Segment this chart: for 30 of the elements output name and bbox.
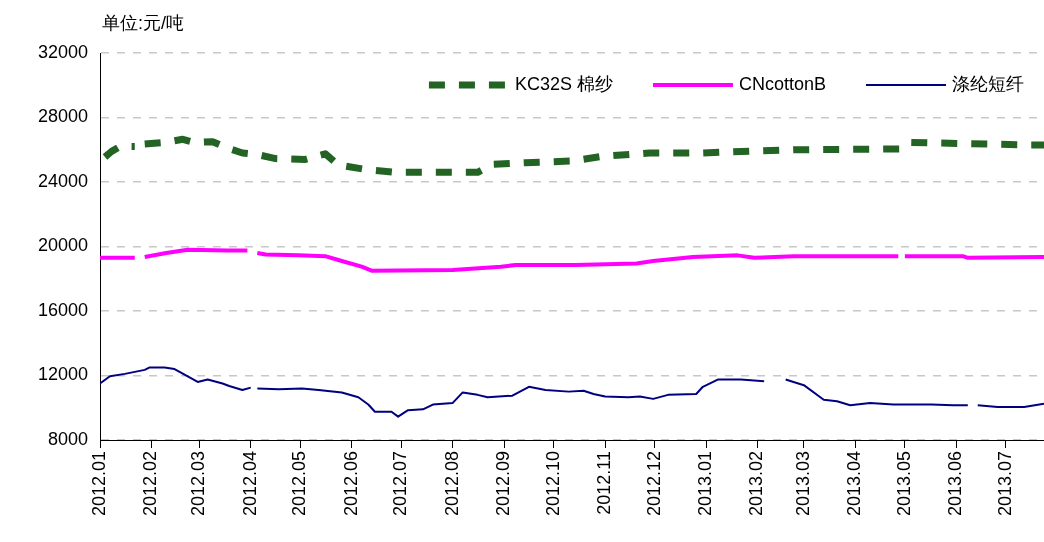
y-tick-label: 24000: [37, 170, 88, 191]
x-tick-label: 2012.08: [441, 451, 462, 517]
y-tick-label: 20000: [37, 235, 88, 256]
y-tick-label: 16000: [37, 299, 88, 320]
y-tick-label: 8000: [47, 428, 88, 449]
y-tick-label: 28000: [37, 106, 88, 127]
x-tick-label: 2013.03: [792, 451, 813, 517]
x-tick-label: 2012.12: [643, 451, 664, 517]
x-tick-label: 2012.04: [239, 451, 260, 517]
legend-label: 涤纶短纤: [952, 73, 1024, 94]
x-tick-label: 2012.02: [140, 451, 161, 517]
legend-label: CNcottonB: [738, 73, 827, 94]
x-tick-label: 2013.06: [945, 451, 966, 517]
x-tick-label: 2013.02: [746, 451, 767, 517]
x-tick-label: 2012.05: [289, 451, 310, 517]
x-tick-label: 2012.07: [390, 451, 411, 517]
x-tick-label: 2012.10: [542, 451, 563, 517]
x-tick-label: 2012.01: [88, 451, 109, 517]
x-tick-label: 2012.09: [493, 451, 514, 517]
x-tick-label: 2012.06: [340, 451, 361, 517]
x-tick-label: 2012.03: [188, 451, 209, 517]
x-tick-label: 2012.11: [594, 451, 615, 515]
x-tick-label: 2013.07: [994, 451, 1015, 517]
x-tick-label: 2013.05: [893, 451, 914, 517]
y-axis-title: 单位:元/吨: [102, 12, 185, 33]
y-tick-label: 32000: [37, 41, 88, 62]
x-tick-label: 2013.04: [844, 451, 865, 517]
y-tick-label: 12000: [37, 364, 88, 385]
legend-label: KC32S 棉纱: [514, 73, 613, 94]
x-tick-label: 2013.01: [695, 451, 716, 517]
